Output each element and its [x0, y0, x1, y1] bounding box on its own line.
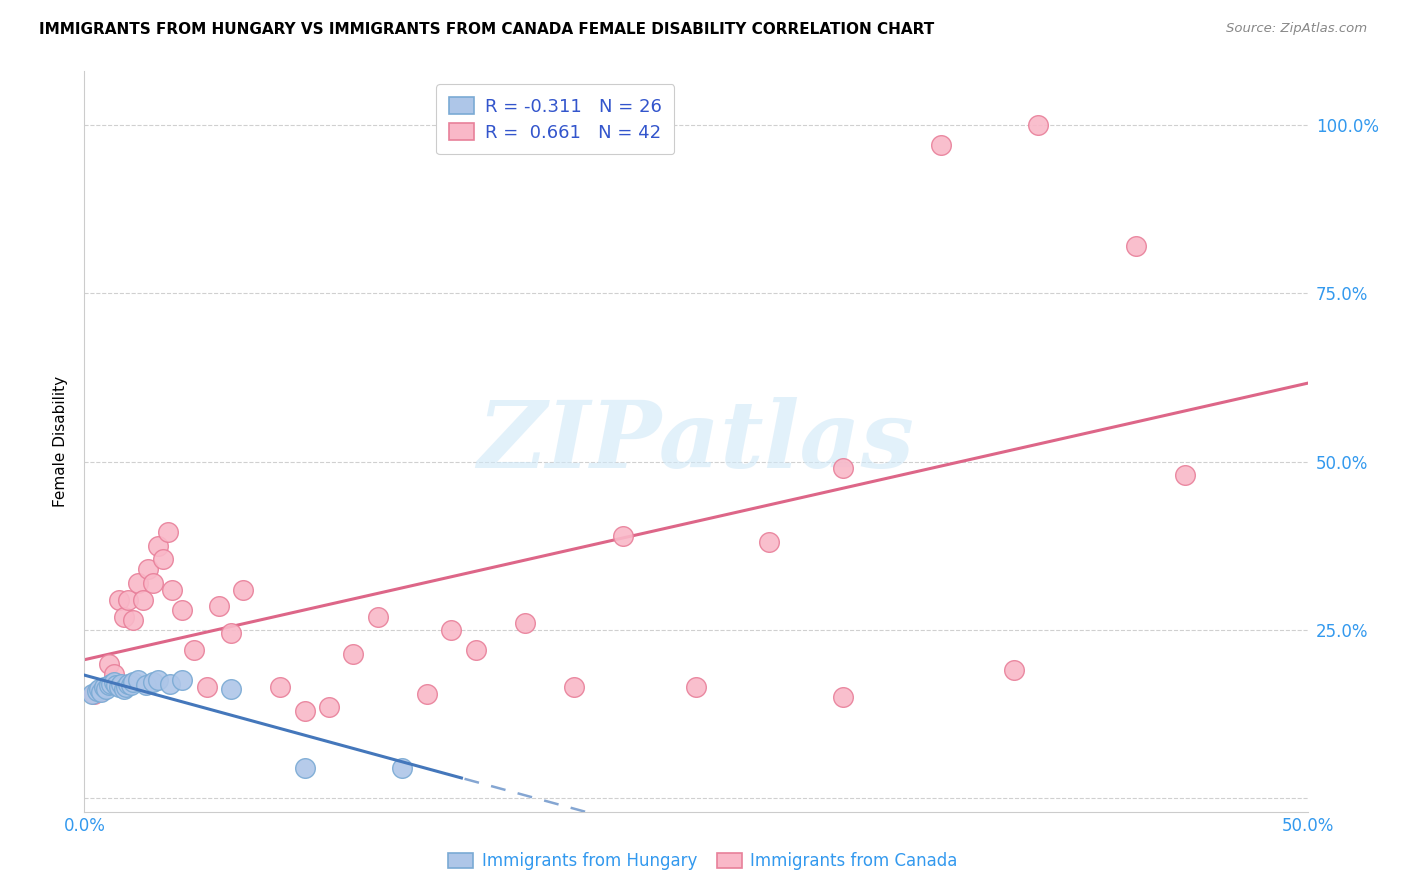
- Point: [142, 575, 165, 590]
- Point: [156, 525, 179, 540]
- Point: [183, 643, 205, 657]
- Point: [219, 626, 242, 640]
- Point: [513, 616, 536, 631]
- Point: [758, 535, 780, 549]
- Point: [120, 678, 142, 692]
- Point: [1002, 664, 1025, 678]
- Point: [1125, 239, 1147, 253]
- Point: [685, 680, 707, 694]
- Point: [219, 682, 242, 697]
- Text: IMMIGRANTS FROM HUNGARY VS IMMIGRANTS FROM CANADA FEMALE DISABILITY CORRELATION : IMMIGRANTS FROM HUNGARY VS IMMIGRANTS FR…: [39, 22, 935, 37]
- Point: [318, 700, 340, 714]
- Point: [142, 675, 165, 690]
- Point: [86, 683, 108, 698]
- Point: [1174, 468, 1197, 483]
- Point: [115, 680, 138, 694]
- Text: Source: ZipAtlas.com: Source: ZipAtlas.com: [1226, 22, 1367, 36]
- Point: [135, 678, 157, 692]
- Point: [146, 673, 169, 688]
- Point: [107, 680, 129, 694]
- Point: [83, 687, 105, 701]
- Point: [367, 609, 389, 624]
- Point: [100, 677, 122, 691]
- Point: [107, 592, 129, 607]
- Y-axis label: Female Disability: Female Disability: [53, 376, 69, 508]
- Point: [122, 613, 145, 627]
- Point: [159, 677, 181, 691]
- Point: [440, 623, 463, 637]
- Point: [929, 138, 952, 153]
- Point: [117, 677, 139, 691]
- Point: [152, 552, 174, 566]
- Point: [97, 657, 120, 671]
- Point: [127, 673, 149, 688]
- Point: [80, 687, 103, 701]
- Point: [105, 678, 128, 692]
- Point: [112, 682, 135, 697]
- Point: [93, 680, 115, 694]
- Point: [269, 680, 291, 694]
- Point: [97, 678, 120, 692]
- Point: [110, 677, 132, 691]
- Point: [172, 673, 194, 688]
- Point: [162, 582, 184, 597]
- Point: [831, 690, 853, 705]
- Point: [87, 682, 110, 697]
- Point: [391, 761, 413, 775]
- Point: [103, 666, 125, 681]
- Point: [294, 761, 316, 775]
- Point: [146, 539, 169, 553]
- Point: [232, 582, 254, 597]
- Point: [103, 675, 125, 690]
- Point: [112, 609, 135, 624]
- Point: [294, 704, 316, 718]
- Point: [117, 592, 139, 607]
- Point: [127, 575, 149, 590]
- Point: [612, 529, 634, 543]
- Point: [342, 647, 364, 661]
- Point: [136, 562, 159, 576]
- Legend: Immigrants from Hungary, Immigrants from Canada: Immigrants from Hungary, Immigrants from…: [441, 846, 965, 877]
- Point: [208, 599, 231, 614]
- Point: [464, 643, 486, 657]
- Point: [122, 675, 145, 690]
- Point: [562, 680, 585, 694]
- Point: [831, 461, 853, 475]
- Point: [132, 592, 155, 607]
- Point: [195, 680, 218, 694]
- Point: [416, 687, 439, 701]
- Point: [172, 603, 194, 617]
- Point: [90, 683, 112, 698]
- Point: [1028, 118, 1050, 132]
- Point: [90, 685, 112, 699]
- Legend: R = -0.311   N = 26, R =  0.661   N = 42: R = -0.311 N = 26, R = 0.661 N = 42: [436, 84, 673, 154]
- Text: ZIPatlas: ZIPatlas: [478, 397, 914, 486]
- Point: [96, 681, 118, 696]
